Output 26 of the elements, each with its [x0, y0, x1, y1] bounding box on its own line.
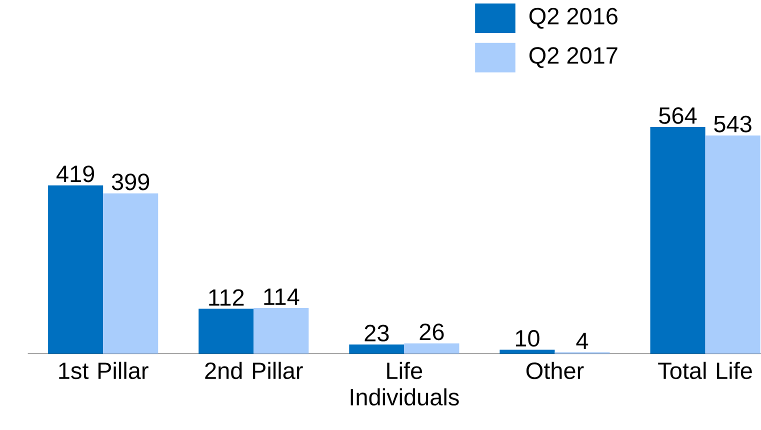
bar [103, 193, 158, 354]
bar [404, 343, 460, 354]
data-label: 564 [659, 107, 697, 124]
data-label: 543 [714, 115, 752, 132]
data-label: 26 [420, 323, 444, 340]
data-label: 10 [516, 330, 540, 346]
bar [650, 126, 706, 354]
data-label: 419 [56, 165, 94, 182]
bar [48, 185, 104, 354]
x-tick-label: Life Individuals [350, 362, 459, 406]
x-tick-label: Total Life [658, 362, 752, 379]
bar [254, 308, 309, 354]
data-label: 23 [364, 324, 389, 342]
x-tick-label: 2nd Pillar [205, 362, 303, 379]
bar [198, 308, 254, 354]
bar [705, 135, 760, 354]
x-tick-label: 1st Pillar [59, 362, 148, 379]
x-tick-label: Other [526, 362, 584, 379]
data-label: 112 [209, 289, 244, 306]
data-label: 4 [576, 332, 588, 349]
data-label: 399 [112, 173, 150, 190]
legend-label: Q2 2016 [529, 8, 618, 28]
legend-label: Q2 2017 [529, 46, 618, 68]
bar [349, 344, 404, 354]
bar [500, 350, 555, 354]
data-label: 114 [264, 288, 300, 305]
